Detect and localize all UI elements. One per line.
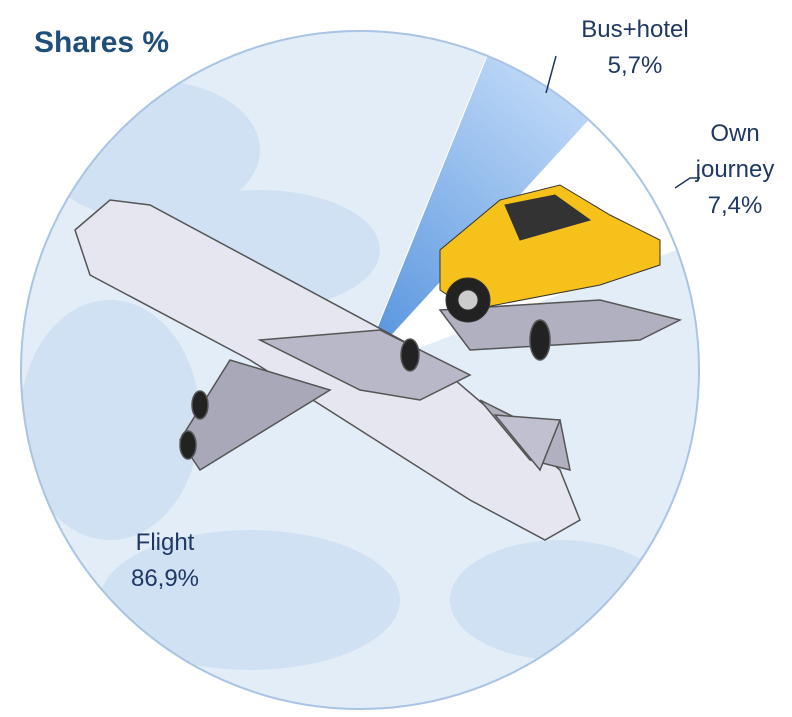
slice-label: Flight 86,9% [100, 525, 230, 597]
slice-label: Bus+hotel 5,7% [575, 12, 695, 84]
leader-line [545, 55, 557, 94]
slice-label: Own journey 7,4% [680, 116, 790, 224]
value-label: 86,9% [130, 565, 200, 592]
slices [20, 30, 700, 710]
leader-line [674, 177, 700, 189]
category-label: Flight [135, 529, 195, 556]
pie-outline [20, 30, 700, 710]
category-label: Bus+hotel [581, 16, 689, 43]
category-label: Own journey [695, 120, 775, 183]
chart-title: Shares % [34, 26, 170, 59]
value-label: 5,7% [607, 52, 663, 79]
value-label: 7,4% [707, 192, 763, 219]
